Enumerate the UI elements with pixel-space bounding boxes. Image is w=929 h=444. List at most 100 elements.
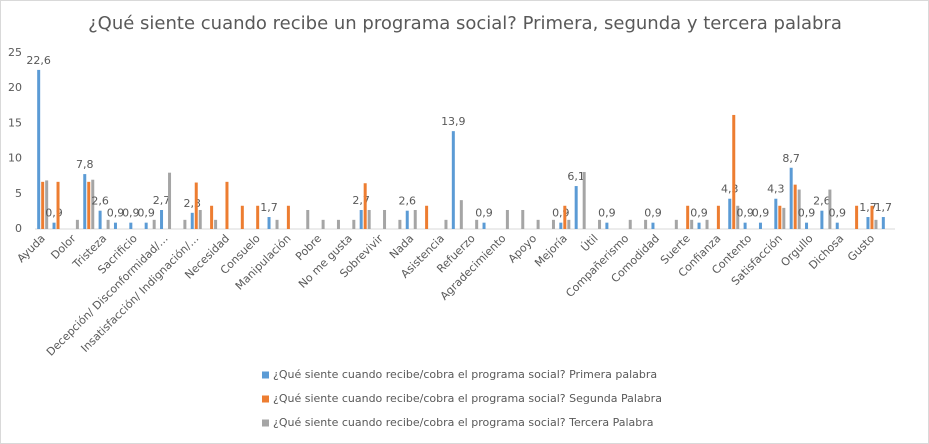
bar xyxy=(129,222,133,229)
data-label: 2,3 xyxy=(184,197,202,210)
bar xyxy=(194,182,198,229)
bar xyxy=(210,205,214,229)
bar xyxy=(359,209,363,229)
bar xyxy=(598,219,602,229)
legend-label: ¿Qué siente cuando recibe/cobra el progr… xyxy=(273,392,662,405)
bar xyxy=(413,209,417,229)
bar xyxy=(56,181,60,229)
bar xyxy=(835,222,839,229)
bar xyxy=(98,210,102,229)
bar xyxy=(628,219,632,229)
bar xyxy=(336,219,340,229)
bar xyxy=(774,198,778,229)
bar xyxy=(144,222,148,229)
data-label: 0,9 xyxy=(598,207,616,220)
data-label: 0,9 xyxy=(107,207,125,220)
bar xyxy=(367,209,371,229)
bar xyxy=(521,209,525,229)
data-label: 0,9 xyxy=(829,207,847,220)
bar xyxy=(574,186,578,229)
bar xyxy=(363,183,367,229)
data-label: 4,3 xyxy=(767,183,785,196)
bar xyxy=(881,217,885,229)
bar xyxy=(758,222,762,229)
bar xyxy=(855,205,859,229)
bar xyxy=(52,222,56,229)
bar xyxy=(828,189,832,229)
bar xyxy=(793,184,797,229)
bar xyxy=(383,209,387,229)
data-label: 0,9 xyxy=(122,207,140,220)
bar xyxy=(451,131,455,229)
bar xyxy=(789,167,793,229)
y-tick-label: 20 xyxy=(8,81,22,94)
bar xyxy=(198,209,202,229)
bar xyxy=(37,69,41,229)
bar xyxy=(482,222,486,229)
bar xyxy=(559,222,563,229)
bar xyxy=(83,174,87,229)
y-tick-label: 15 xyxy=(8,116,22,129)
bar xyxy=(705,219,709,229)
bar xyxy=(45,180,49,229)
data-label: 0,9 xyxy=(552,207,570,220)
bar xyxy=(91,179,95,229)
y-tick-label: 10 xyxy=(8,152,22,165)
data-label: 1,7 xyxy=(260,201,278,214)
bar xyxy=(41,181,45,229)
bar xyxy=(874,219,878,229)
data-label: 8,7 xyxy=(782,152,800,165)
legend-swatch xyxy=(262,395,269,403)
bar xyxy=(306,209,310,229)
bar xyxy=(866,217,870,229)
bar xyxy=(551,219,555,229)
bar xyxy=(352,219,356,229)
bar xyxy=(286,205,290,229)
bar xyxy=(732,114,736,229)
bar xyxy=(605,222,609,229)
legend-swatch xyxy=(262,419,269,427)
data-label: 0,9 xyxy=(45,207,63,220)
data-label: 1,7 xyxy=(875,201,893,214)
data-label: 2,7 xyxy=(352,194,370,207)
data-label: 0,9 xyxy=(475,207,493,220)
bar xyxy=(256,205,260,229)
y-tick-label: 25 xyxy=(8,46,22,59)
bar xyxy=(736,205,740,229)
bar xyxy=(475,219,479,229)
data-label: 2,7 xyxy=(153,194,171,207)
bar xyxy=(214,219,218,229)
bar xyxy=(225,181,229,229)
data-label: 0,9 xyxy=(690,207,708,220)
chart-title: ¿Qué siente cuando recibe un programa so… xyxy=(88,13,842,34)
data-label: 0,9 xyxy=(798,207,816,220)
bar xyxy=(690,219,694,229)
bar xyxy=(805,222,809,229)
data-label: 2,6 xyxy=(91,195,109,208)
bar xyxy=(567,219,571,229)
bar xyxy=(444,219,448,229)
data-label: 2,6 xyxy=(813,195,831,208)
bar xyxy=(870,205,874,229)
bar xyxy=(778,205,782,229)
bar xyxy=(459,200,463,229)
data-label: 13,9 xyxy=(441,115,466,128)
bar xyxy=(190,212,194,229)
data-label: 4,3 xyxy=(721,183,739,196)
bar xyxy=(697,222,701,229)
legend-label: ¿Qué siente cuando recibe/cobra el progr… xyxy=(273,368,657,381)
bar xyxy=(743,222,747,229)
bar xyxy=(168,172,172,229)
bar xyxy=(275,219,279,229)
data-label: 22,6 xyxy=(26,54,51,67)
data-label: 0,9 xyxy=(137,207,155,220)
data-label: 2,6 xyxy=(399,195,417,208)
y-tick-label: 5 xyxy=(15,187,22,200)
bar xyxy=(87,181,91,229)
y-tick-label: 0 xyxy=(15,222,22,235)
bar xyxy=(267,217,271,229)
bar xyxy=(113,222,117,229)
bar xyxy=(820,210,824,229)
bar xyxy=(686,205,690,229)
